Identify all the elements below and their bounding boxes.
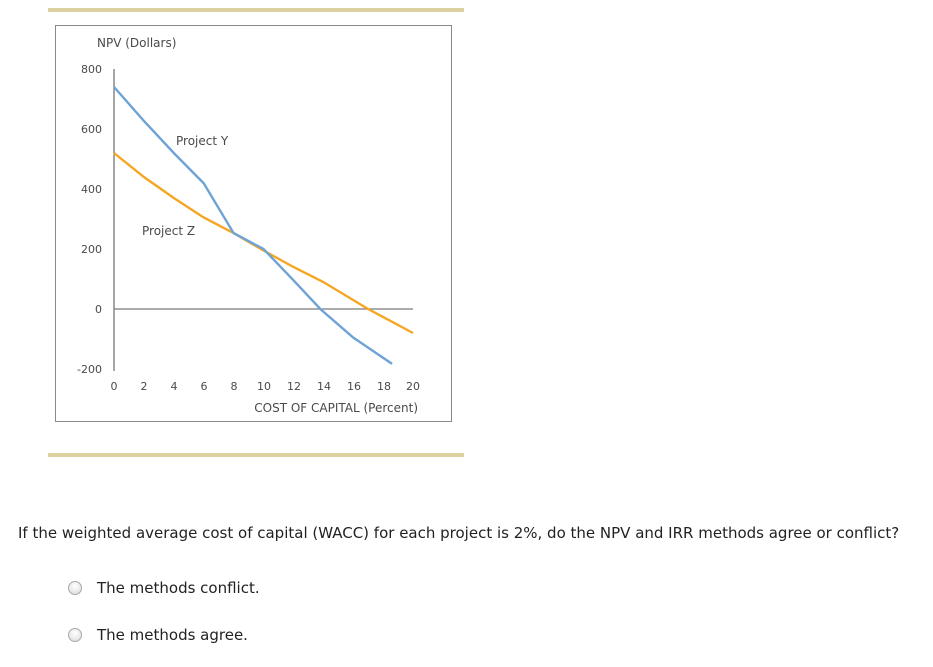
x-tick-label: 10	[257, 380, 271, 393]
x-tick-labels: 0 2 4 6 8 10 12 14 16 18 20	[111, 380, 421, 393]
y-tick-labels: 800 600 400 200 0 -200	[77, 63, 102, 376]
project-z-label: Project Z	[142, 224, 195, 238]
option-conflict[interactable]: The methods conflict.	[68, 579, 260, 597]
x-tick-label: 2	[141, 380, 148, 393]
chart-svg: NPV (Dollars) 800 600 400 200 0 -200 0 2…	[77, 36, 421, 415]
y-tick-label: -200	[77, 363, 102, 376]
question-text: If the weighted average cost of capital …	[18, 524, 900, 542]
x-tick-label: 6	[201, 380, 208, 393]
y-tick-label: 600	[81, 123, 102, 136]
option-agree[interactable]: The methods agree.	[68, 626, 248, 644]
x-tick-label: 16	[347, 380, 361, 393]
radio-button-agree[interactable]	[68, 628, 82, 642]
y-axis-title: NPV (Dollars)	[97, 36, 176, 50]
option-label: The methods agree.	[97, 626, 248, 644]
y-tick-label: 800	[81, 63, 102, 76]
x-tick-label: 14	[317, 380, 331, 393]
y-tick-label: 400	[81, 183, 102, 196]
radio-button-conflict[interactable]	[68, 581, 82, 595]
x-tick-label: 20	[406, 380, 420, 393]
y-tick-label: 0	[95, 303, 102, 316]
project-z-line	[113, 152, 414, 335]
project-y-line	[113, 86, 393, 365]
x-tick-label: 4	[171, 380, 178, 393]
top-divider	[48, 8, 464, 12]
x-tick-label: 18	[377, 380, 391, 393]
y-tick-label: 200	[81, 243, 102, 256]
x-axis-title: COST OF CAPITAL (Percent)	[254, 401, 418, 415]
project-y-label: Project Y	[176, 134, 229, 148]
x-tick-label: 8	[231, 380, 238, 393]
x-tick-label: 0	[111, 380, 118, 393]
npv-profile-chart: NPV (Dollars) 800 600 400 200 0 -200 0 2…	[55, 25, 452, 422]
x-tick-label: 12	[287, 380, 301, 393]
option-label: The methods conflict.	[97, 579, 260, 597]
bottom-divider	[48, 453, 464, 457]
